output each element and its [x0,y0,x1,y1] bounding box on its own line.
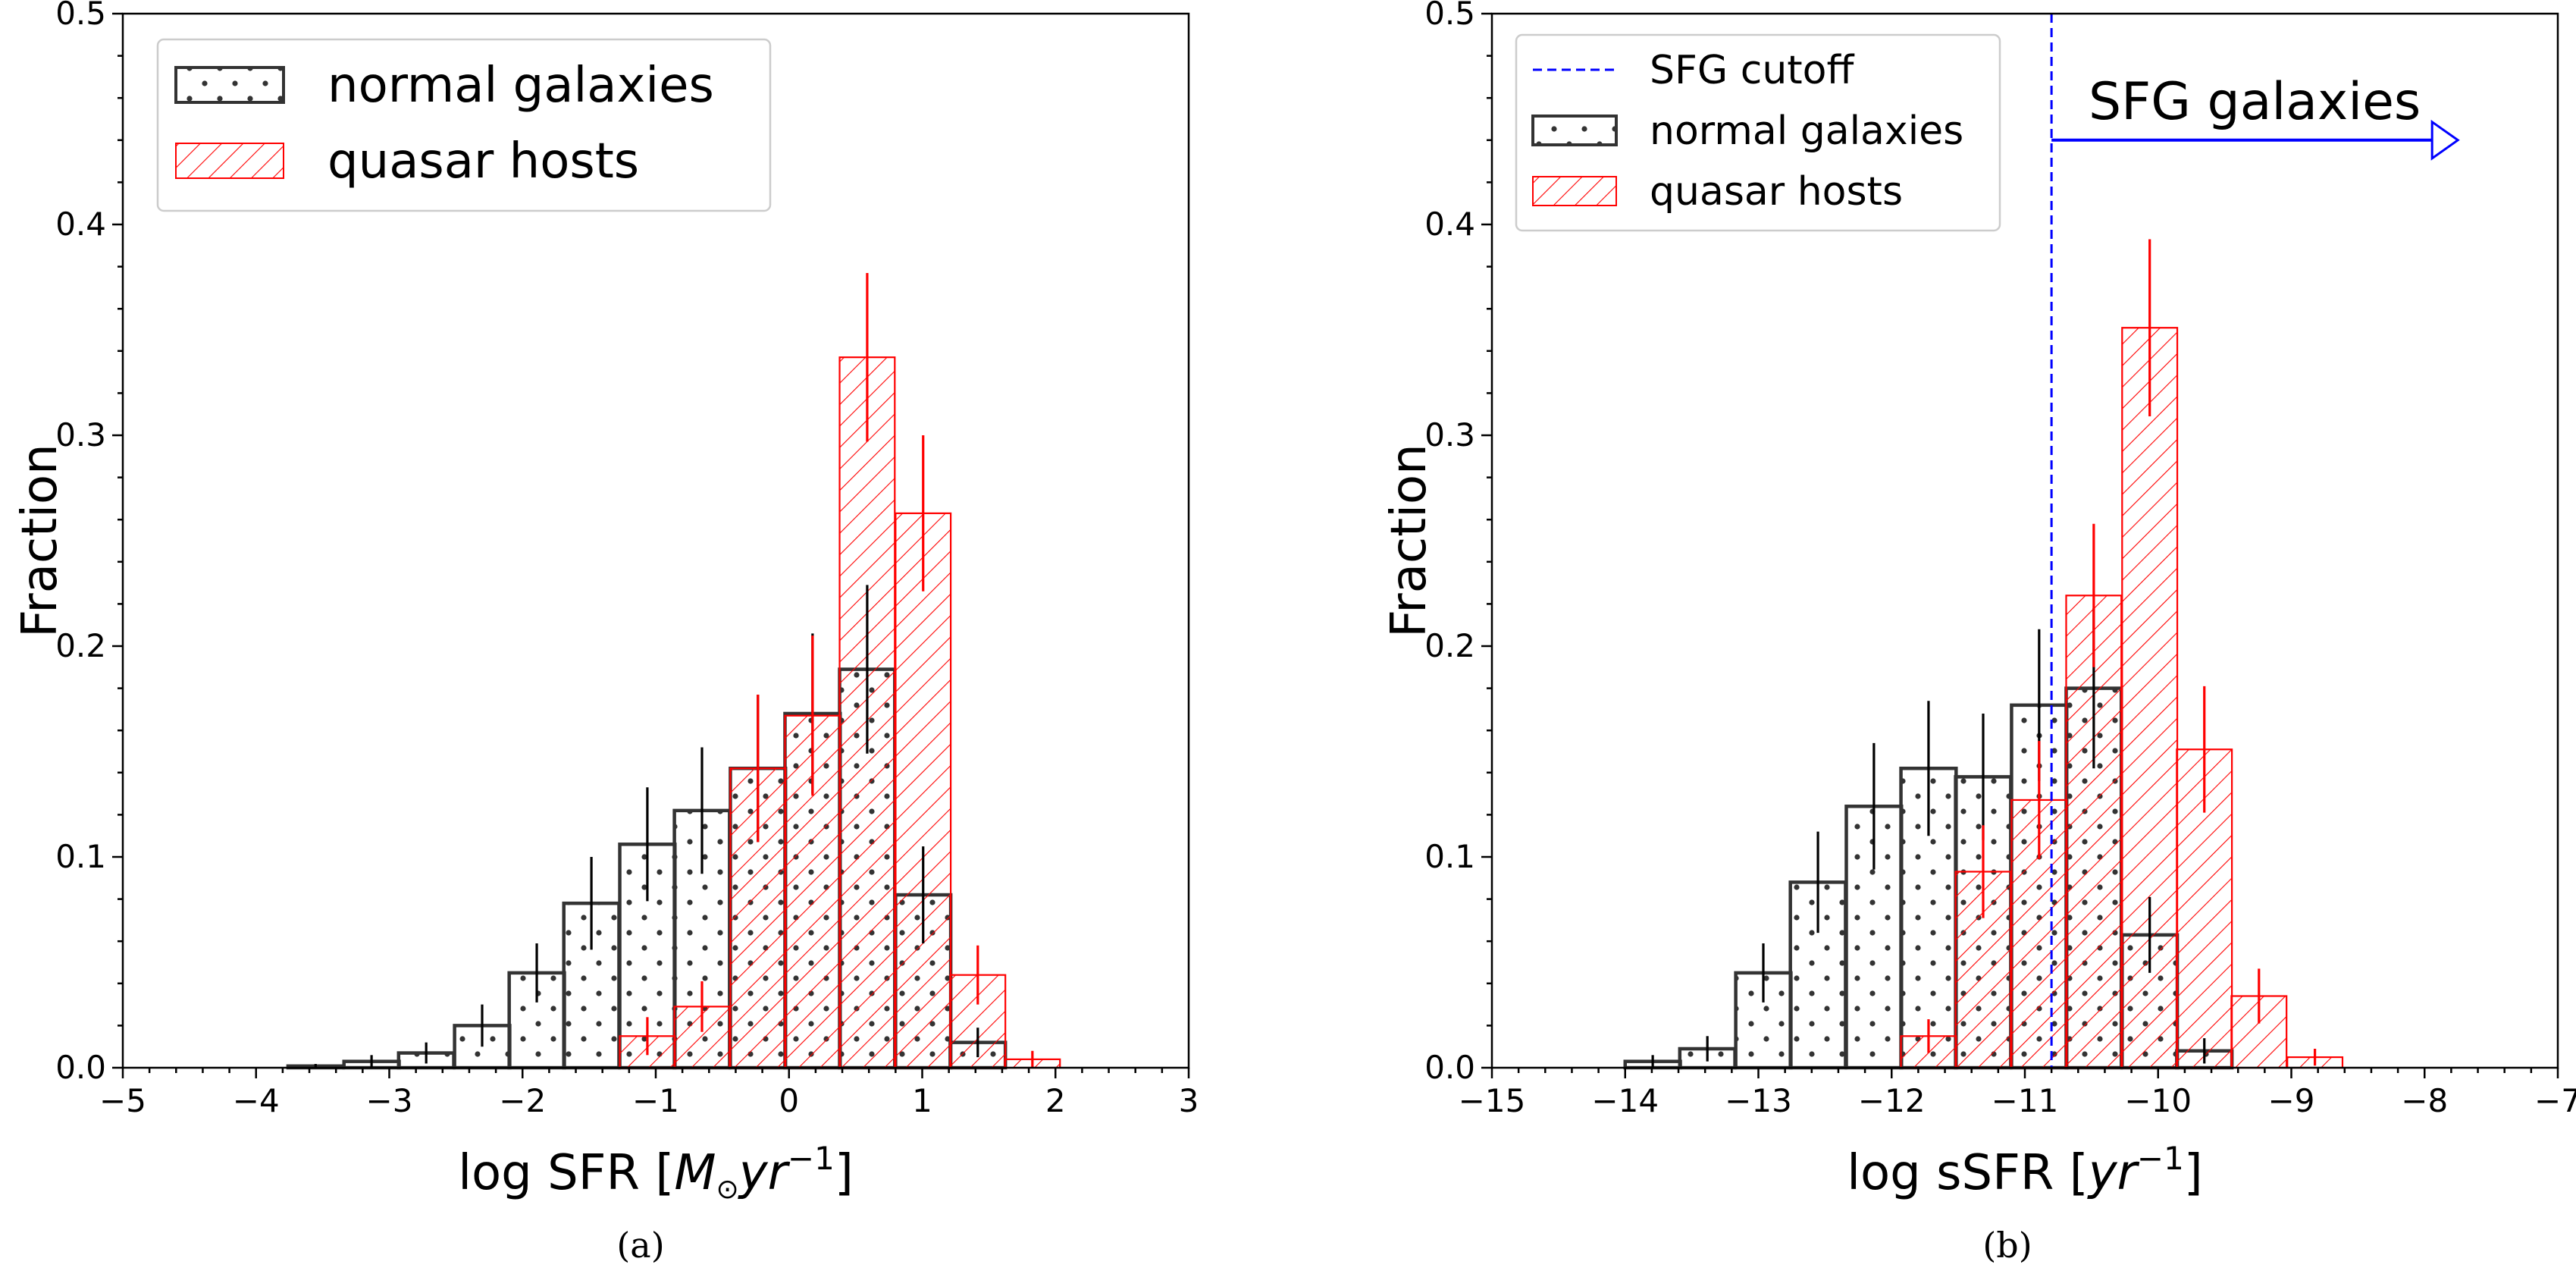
x-axis-label: log sSFR [yr−1] [1847,1140,2203,1201]
legend: normal galaxies quasar hosts [156,38,772,212]
x-tick-label: −7 [2534,1082,2576,1119]
legend-box [1515,33,2001,232]
legend-swatch-normal-galaxies [174,66,285,104]
legend-swatch-quasar-hosts [1532,176,1617,206]
y-axis-label: Fraction [1381,444,1437,637]
panel-a-sfr-histogram: −5 −4 −3 −2 −1 0 1 2 3 0.0 0.1 0.2 0.3 0.4 0.5 log SF… [12,0,1199,1266]
y-tick-label: 0.3 [1424,416,1475,453]
y-tick-label: 0.5 [1424,0,1475,32]
x-tick-label: 0 [779,1082,799,1119]
x-tick-label: −14 [1591,1082,1659,1119]
y-axis-label: Fraction [12,444,68,637]
x-tick-label: −12 [1858,1082,1926,1119]
panel-a-caption: (a) [616,1225,664,1266]
x-axis-ticks: −15 −14 −13 −12 −11 −10 −9 −8 −7 [1459,1068,2576,1119]
quasar-bar-4 [2121,327,2179,1069]
y-tick-label: 0.0 [55,1049,106,1086]
quasar-hosts-bars [619,356,1061,1069]
x-tick-label: 2 [1045,1082,1066,1119]
quasar-bar-5 [895,512,952,1069]
x-tick-label: −1 [632,1082,679,1119]
y-tick-label: 0.1 [1424,838,1475,875]
y-tick-label: 0.2 [55,627,106,664]
x-tick-label: −2 [499,1082,546,1119]
legend-label-quasar-hosts: quasar hosts [1650,169,1903,215]
legend-label-quasar-hosts: quasar hosts [327,133,639,190]
x-tick-label: −11 [1992,1082,2059,1119]
x-axis-label: log SFR [M⊙yr−1] [458,1140,854,1205]
y-tick-label: 0.5 [55,0,106,32]
y-tick-label: 0.0 [1424,1049,1475,1086]
x-tick-label: 3 [1179,1082,1199,1119]
legend-label-sfg-cutoff: SFG cutoff [1650,48,1854,93]
y-axis-ticks: 0.0 0.1 0.2 0.3 0.4 0.5 [55,0,123,1086]
y-tick-label: 0.4 [1424,206,1475,243]
y-tick-label: 0.4 [55,206,106,243]
legend: SFG cutoff normal galaxies quasar hosts [1515,33,2001,232]
sfg-galaxies-label: SFG galaxies [2089,72,2421,132]
sfg-arrow-head-icon [2430,119,2460,161]
x-tick-label: 1 [912,1082,932,1119]
quasar-hosts-bars [1900,327,2344,1069]
x-tick-label: −15 [1459,1082,1526,1119]
panel-b-ssfr-histogram: SFG galaxies −15 −14 −13 −12 −11 −10 −9 −8 −7 0.… [1381,0,2576,1266]
x-tick-label: −8 [2401,1082,2448,1119]
legend-box [156,38,772,212]
x-tick-label: −4 [233,1082,280,1119]
legend-label-normal-galaxies: normal galaxies [1650,108,1963,154]
x-tick-label: −13 [1725,1082,1792,1119]
y-tick-label: 0.3 [55,416,106,453]
sfg-annotation: SFG galaxies [2051,72,2460,161]
legend-label-normal-galaxies: normal galaxies [327,58,714,114]
legend-swatch-quasar-hosts [175,143,284,179]
x-tick-label: −5 [99,1082,146,1119]
panel-b-caption: (b) [1982,1225,2032,1266]
legend-swatch-normal-galaxies [1531,115,1618,146]
y-axis-ticks: 0.0 0.1 0.2 0.3 0.4 0.5 [1424,0,1492,1086]
x-tick-label: −10 [2124,1082,2192,1119]
x-tick-label: −3 [366,1082,413,1119]
x-tick-label: −9 [2268,1082,2315,1119]
quasar-bar-5 [2176,748,2233,1069]
error-bars [1651,239,2317,1068]
error-bars [314,272,1034,1068]
y-tick-label: 0.1 [55,838,106,875]
y-tick-label: 0.2 [1424,627,1475,664]
x-axis-ticks: −5 −4 −3 −2 −1 0 1 2 3 [99,1068,1199,1119]
